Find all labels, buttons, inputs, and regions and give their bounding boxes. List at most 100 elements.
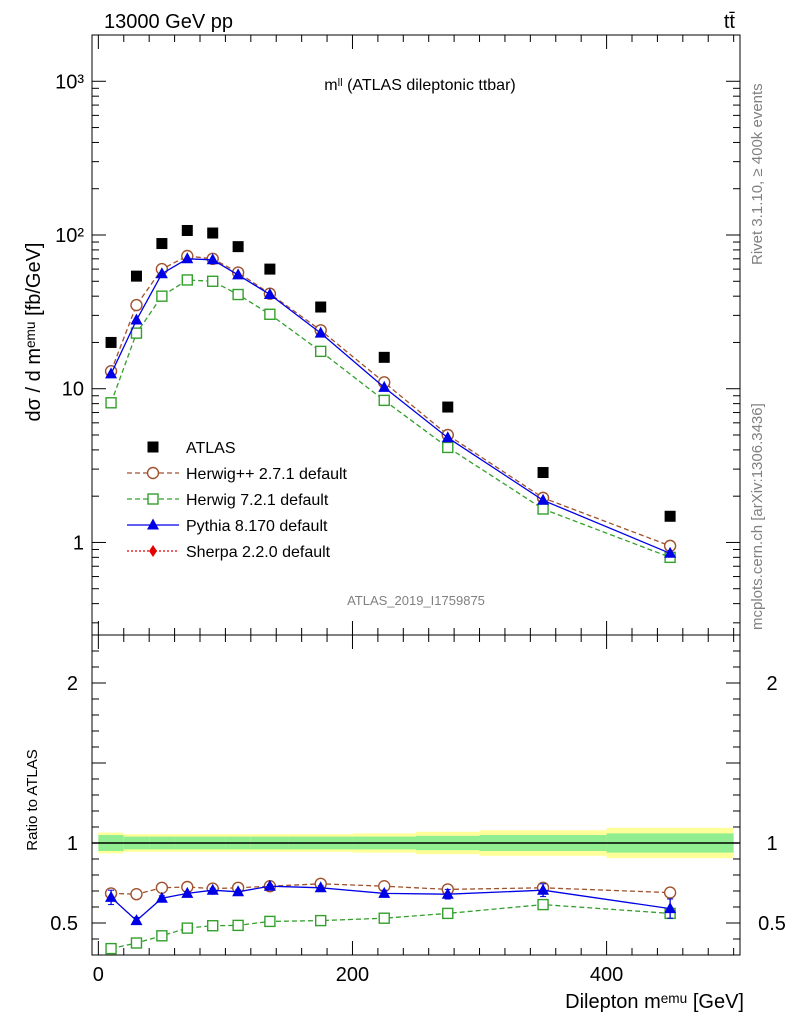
x-tick-label: 400 <box>590 964 623 986</box>
ratio-panel: 0.5 0.5 1 1 2 2 0 200 400 <box>50 634 786 986</box>
x-tick-label: 0 <box>93 964 104 986</box>
main-y-axis-label: dσ / d mᵉᵐᵘ [fb/GeV] <box>23 243 45 422</box>
data-point <box>155 267 168 279</box>
y-tick-label: 10 <box>62 379 84 401</box>
data-point <box>441 431 454 443</box>
data-point <box>130 270 142 282</box>
data-point <box>314 326 327 338</box>
data-point <box>664 546 677 558</box>
ratio-data-point <box>181 922 193 934</box>
ratio-data-point <box>378 912 390 924</box>
data-point <box>378 380 391 392</box>
data-point <box>207 227 219 239</box>
ratio-data-point <box>264 915 276 928</box>
legend-label: Herwig++ 2.7.1 default <box>186 466 348 483</box>
data-point <box>315 301 327 313</box>
ratio-y-tick-label: 2 <box>67 673 78 695</box>
data-point <box>442 441 454 454</box>
ratio-data-point <box>155 891 168 903</box>
legend-label: Sherpa 2.2.0 default <box>186 544 331 561</box>
ratio-data-point <box>105 942 117 955</box>
ratio-y-tick-label: 1 <box>67 833 78 855</box>
ratio-data-point <box>664 902 677 914</box>
ratio-series-line-0 <box>111 883 671 895</box>
beam-label: 13000 GeV pp <box>104 11 233 33</box>
ratio-data-point <box>314 881 327 893</box>
legend-marker <box>146 466 160 480</box>
ratio-data-point <box>155 881 169 894</box>
y-tick-label: 1 <box>73 532 84 554</box>
legend-label: Pythia 8.170 default <box>186 518 328 535</box>
data-point <box>264 308 276 320</box>
y-tick-label: 10² <box>55 225 84 247</box>
data-point <box>315 345 327 358</box>
ratio-data-point <box>105 890 118 902</box>
ratio-frame <box>91 634 741 956</box>
ratio-data-point <box>378 886 391 898</box>
ratio-data-point <box>537 883 550 895</box>
legend-marker <box>147 493 159 505</box>
series-line-2 <box>110 279 671 558</box>
data-point <box>130 327 143 339</box>
data-point <box>537 503 549 515</box>
ratio-y-tick-label-right: 1 <box>766 833 777 855</box>
ratio-data-point <box>315 914 327 927</box>
data-point <box>232 268 245 280</box>
data-point <box>232 241 244 253</box>
data-point <box>181 252 194 264</box>
ratio-y-tick-label: 0.5 <box>50 913 78 935</box>
data-point <box>181 224 193 236</box>
y-tick-label: 10³ <box>55 71 84 93</box>
ratio-data-point <box>663 886 677 899</box>
legend-marker <box>147 441 159 453</box>
main-panel: 1 10 10² 10³ ATLAS Herwig++ 2.7.1 default Herw… <box>55 34 741 636</box>
data-point <box>105 397 117 409</box>
data-point <box>105 336 117 348</box>
plot-title: mˡˡ (ATLAS dileptonic ttbar) <box>324 77 515 94</box>
legend-marker <box>147 518 159 530</box>
legend-marker <box>149 545 157 557</box>
data-point <box>664 510 676 522</box>
x-tick-label: 200 <box>336 964 369 986</box>
ratio-data-point <box>263 879 276 891</box>
ratio-data-point <box>130 914 143 926</box>
data-point <box>378 394 390 407</box>
ratio-y-tick-label-right: 0.5 <box>758 913 786 935</box>
data-point <box>263 288 276 300</box>
ratio-data-point <box>130 937 143 949</box>
analysis-label: ATLAS_2019_I1759875 <box>347 593 485 608</box>
ratio-data-point <box>537 898 549 911</box>
data-point <box>378 351 390 363</box>
series-line-3 <box>110 258 671 554</box>
data-point <box>156 290 168 302</box>
ratio-series-line-2 <box>110 885 671 922</box>
ratio-data-point <box>181 886 194 898</box>
mcplots-label: mcplots.cern.ch [arXiv:1306.3436] <box>749 403 766 630</box>
ratio-data-point <box>206 883 219 895</box>
ratio-y-axis-label: Ratio to ATLAS <box>24 749 41 850</box>
data-point <box>206 253 219 265</box>
ratio-data-point <box>156 930 168 942</box>
ratio-data-point <box>207 920 219 932</box>
ratio-data-point <box>232 885 245 897</box>
data-point <box>264 263 276 275</box>
data-point <box>130 313 143 325</box>
ratio-data-point <box>130 888 143 901</box>
legend-label: Herwig 7.2.1 default <box>186 492 329 509</box>
data-point <box>232 288 244 301</box>
ratio-series-line-1 <box>110 903 671 950</box>
x-axis-label: Dilepton mᵉᵐᵘ [GeV] <box>565 991 744 1013</box>
data-point <box>156 238 168 250</box>
ratio-y-tick-label-right: 2 <box>766 673 777 695</box>
ratio-data-point <box>232 919 244 932</box>
data-point <box>130 298 143 312</box>
ratio-data-point <box>441 887 454 899</box>
ratio-data-point <box>442 907 454 920</box>
process-label: tt̄ <box>724 11 736 33</box>
data-point <box>442 401 454 413</box>
data-point <box>537 493 550 505</box>
legend-label: ATLAS <box>186 440 236 457</box>
data-point <box>537 467 549 479</box>
data-point <box>181 274 193 286</box>
